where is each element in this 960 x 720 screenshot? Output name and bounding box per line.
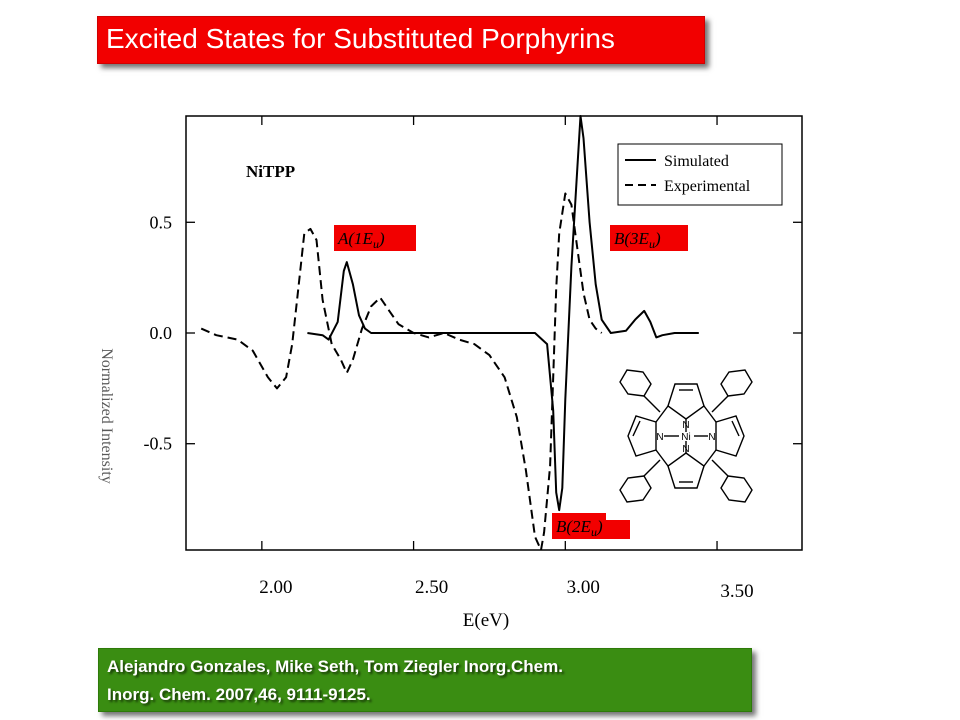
annotation-b3eu: B(3Eu) <box>610 225 688 251</box>
annotation-a1eu-close: ) <box>378 229 385 248</box>
title-banner: Excited States for Substituted Porphyrin… <box>97 16 705 64</box>
series-experimental-line <box>200 192 603 551</box>
axis-ticks <box>186 116 802 550</box>
citation-line-1: Alejandro Gonzales, Mike Seth, Tom Ziegl… <box>107 657 563 676</box>
legend-box <box>617 143 783 206</box>
annotation-b2eu-main: B(2E <box>556 517 592 536</box>
molecule-n-top-label: N <box>682 420 689 431</box>
molecule-n-right-label: N <box>708 432 715 443</box>
annotation-b3eu-bg <box>610 225 688 251</box>
x-tick-label-1: 2.50 <box>415 577 448 598</box>
svg-text:B(3Eu): B(3Eu) <box>614 229 661 251</box>
porphyrin-molecule-icon: Ni N N N N <box>606 362 778 520</box>
annotation-a1eu-sub: u <box>373 237 379 251</box>
annotation-a1eu: A(1Eu) <box>334 225 416 251</box>
legend-label-simulated: Simulated <box>664 153 729 170</box>
annotation-b2eu-sub: u <box>591 525 597 539</box>
spectrum-curves <box>200 115 699 551</box>
x-tick-label-0: 2.00 <box>259 577 292 598</box>
x-tick-label-2: 3.00 <box>567 577 600 598</box>
annotation-a1eu-bg <box>334 225 416 251</box>
y-tick-label-1: 0.0 <box>150 323 173 343</box>
legend: Simulated Experimental <box>617 143 783 206</box>
annotation-b2eu-close: ) <box>596 517 603 536</box>
citation-banner: Alejandro Gonzales, Mike Seth, Tom Ziegl… <box>98 648 752 712</box>
x-axis-label: E(eV) <box>463 610 509 631</box>
citation-line-2: Inorg. Chem. 2007,46, 9111-9125. <box>107 685 371 704</box>
annotation-b3eu-sub: u <box>649 237 655 251</box>
y-axis-label: Normalized Intensity <box>98 348 115 484</box>
legend-label-experimental: Experimental <box>664 178 751 195</box>
y-tick-labels: 0.5 0.0 -0.5 <box>144 212 173 453</box>
annotation-b3eu-main: B(3E <box>614 229 650 248</box>
sample-label: NiTPP <box>246 162 295 181</box>
annotation-a1eu-main: A(1E <box>337 229 374 248</box>
molecule-n-bottom-label: N <box>682 444 689 455</box>
molecule-ni-label: Ni <box>681 432 690 443</box>
svg-text:B(2Eu): B(2Eu) <box>556 517 603 539</box>
molecule-n-left-label: N <box>656 432 663 443</box>
svg-text:A(1Eu): A(1Eu) <box>337 229 385 251</box>
x-tick-labels: 2.00 2.50 3.00 3.50 <box>259 577 753 602</box>
y-tick-label-0: 0.5 <box>150 212 173 232</box>
y-tick-label-2: -0.5 <box>144 434 173 454</box>
series-simulated-line <box>307 115 699 512</box>
annotation-b3eu-close: ) <box>654 229 661 248</box>
slide-title: Excited States for Substituted Porphyrin… <box>106 23 615 54</box>
x-tick-label-3: 3.50 <box>720 581 753 602</box>
